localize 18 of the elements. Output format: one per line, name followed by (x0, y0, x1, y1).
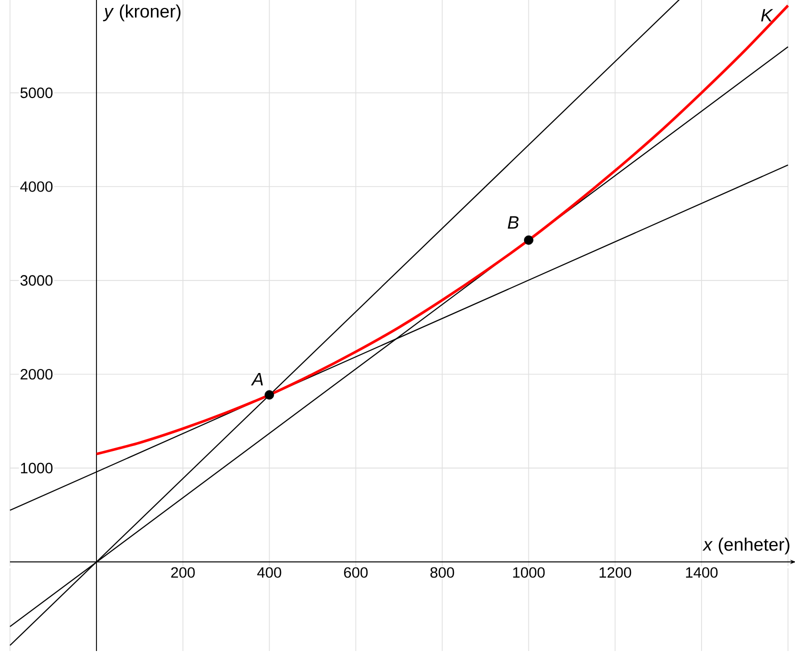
x-axis-title: x (enheter) (702, 538, 790, 554)
y-tick-label: 3000 (20, 275, 53, 286)
x-tick-label: 200 (171, 567, 195, 578)
annotation: A (250, 373, 263, 386)
x-tick-label: 1200 (600, 567, 632, 578)
y-tick-label: 2000 (20, 368, 53, 380)
y-tick-label: 4000 (20, 181, 53, 192)
y-tick-label: 5000 (20, 88, 53, 98)
annotation: B (508, 216, 519, 229)
x-tick-label: 600 (344, 567, 368, 578)
x-tick-label: 800 (430, 567, 454, 578)
x-tick-label: 400 (257, 567, 282, 578)
annotation: K (761, 9, 774, 22)
y-tick-label: 1000 (21, 462, 53, 474)
x-tick-label: 1400 (686, 567, 718, 578)
y-axis-title: y (kroner) (102, 4, 180, 22)
x-tick-label: 1000 (513, 567, 545, 578)
line-series (95, 4, 790, 456)
